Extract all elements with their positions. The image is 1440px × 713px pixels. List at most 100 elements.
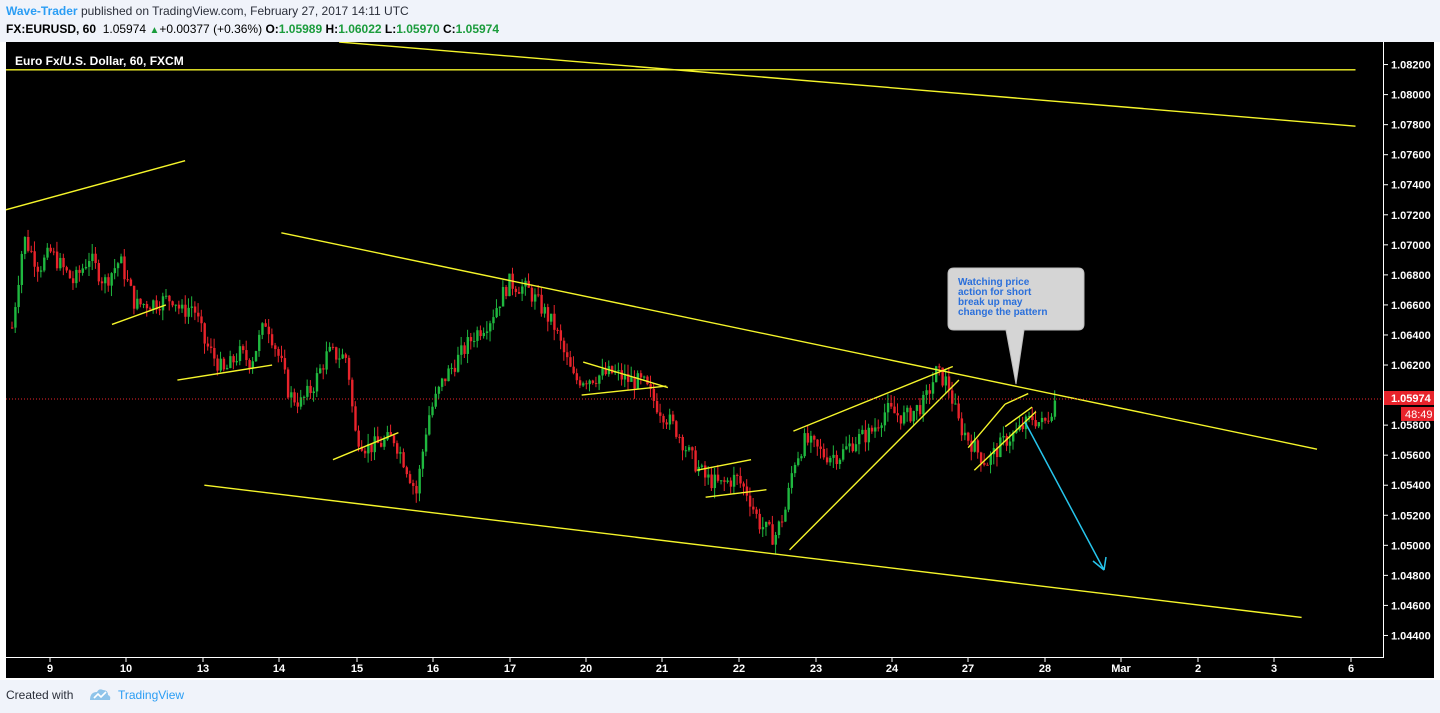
trendline[interactable]: [581, 385, 667, 396]
candle-body: [331, 346, 335, 348]
trendline[interactable]: [705, 489, 767, 498]
candle-body: [832, 454, 835, 458]
candle-body: [1053, 400, 1057, 417]
candle-body: [947, 376, 951, 391]
trendline[interactable]: [967, 403, 1006, 449]
trendline[interactable]: [973, 411, 1037, 471]
candle-body: [209, 346, 213, 348]
tradingview-link[interactable]: TradingView: [118, 688, 185, 702]
candle-body: [893, 406, 896, 414]
price-axis[interactable]: [1384, 42, 1434, 678]
candle-body: [643, 376, 646, 378]
candle-body: [521, 286, 524, 294]
price-chart[interactable]: 1.08200 1.08000 1.07800 1.07600 1.07400 1.072…: [6, 42, 1434, 678]
candle-body: [960, 418, 964, 436]
candle-body: [360, 446, 364, 451]
candle-body: [681, 436, 684, 451]
candle-body: [707, 474, 710, 478]
candle-body: [819, 446, 822, 449]
candle-body: [540, 294, 543, 314]
low-value: 1.05970: [396, 22, 440, 36]
candle-body: [39, 270, 43, 272]
candle-body: [764, 521, 768, 528]
candle-body: [383, 439, 386, 447]
tradingview-logo-icon[interactable]: [88, 686, 112, 704]
candle-body: [270, 334, 274, 346]
trendline[interactable]: [177, 364, 273, 381]
time-axis-ticks: 9 10 13 14 15 16 17 20 21 22 23 24 27 28 Mar 2 3 6: [47, 658, 1354, 675]
candle-body: [970, 440, 973, 452]
price-axis-ticks: 1.08200 1.08000 1.07800 1.07600 1.07400 1.072…: [1384, 60, 1431, 642]
candle-body: [800, 456, 803, 459]
trendlines: [6, 42, 1356, 619]
candle-body: [517, 292, 521, 294]
price-tick-label: 1.07200: [1391, 210, 1431, 222]
price-tick-label: 1.06200: [1391, 360, 1431, 372]
created-with-label: Created with: [6, 688, 74, 702]
candle-body: [556, 329, 559, 331]
candle-body: [816, 439, 819, 447]
candle-body: [322, 368, 325, 370]
candle-body: [341, 354, 344, 359]
candle-body: [784, 509, 787, 522]
candle-body: [258, 334, 261, 352]
price-tick-label: 1.04400: [1391, 630, 1431, 642]
chart-area[interactable]: 1.08200 1.08000 1.07800 1.07600 1.07400 1.072…: [6, 42, 1434, 678]
candle-body: [752, 506, 755, 510]
candle-body: [158, 309, 161, 311]
trendline[interactable]: [1004, 406, 1033, 428]
candle-body: [1040, 417, 1044, 423]
low-label: L:: [384, 22, 397, 36]
trendline[interactable]: [582, 361, 669, 389]
candle-body: [745, 486, 749, 496]
candle-body: [113, 268, 117, 274]
trendline[interactable]: [111, 304, 167, 326]
trendline[interactable]: [281, 232, 1318, 450]
candle-body: [803, 433, 806, 457]
time-tick-label: 16: [427, 663, 439, 675]
annotation-callout[interactable]: Watching price action for short break up…: [947, 267, 1085, 385]
candle-body: [203, 323, 206, 344]
candle-body: [139, 298, 142, 305]
price-tick-label: 1.05400: [1391, 480, 1431, 492]
candle-body: [723, 480, 726, 482]
time-axis[interactable]: [6, 658, 1434, 678]
candle-body: [476, 330, 479, 341]
candle-body: [492, 317, 495, 324]
candle-body: [20, 253, 24, 285]
time-tick-label: 23: [810, 663, 822, 675]
price-tick-label: 1.06600: [1391, 300, 1431, 312]
trendline[interactable]: [6, 160, 186, 211]
candle-body: [1012, 432, 1015, 442]
trendline[interactable]: [697, 458, 752, 471]
candle-body: [453, 367, 457, 372]
candle-body: [546, 307, 550, 322]
candle-body: [604, 368, 607, 375]
trendline[interactable]: [204, 484, 1302, 619]
time-tick-label: 10: [120, 663, 132, 675]
candle-body: [691, 447, 694, 451]
candle-body: [508, 273, 511, 297]
candle-body: [720, 480, 723, 482]
trendline[interactable]: [1004, 392, 1029, 405]
publish-text: published on TradingView.com, February 2…: [80, 4, 409, 18]
candle-body: [976, 440, 980, 453]
trendline[interactable]: [332, 431, 399, 461]
candle-body: [469, 337, 473, 342]
candle-body: [312, 391, 315, 394]
trendline[interactable]: [789, 379, 960, 551]
candle-body: [989, 454, 992, 465]
candle-body: [213, 347, 216, 359]
candle-body: [65, 267, 68, 271]
candle-body: [646, 376, 649, 385]
candle-body: [995, 448, 999, 458]
candle-body: [675, 421, 678, 437]
candle-body: [88, 260, 91, 267]
author-link[interactable]: Wave-Trader: [6, 4, 78, 18]
candle-body: [456, 354, 460, 372]
trendline[interactable]: [339, 42, 1356, 127]
candle-body: [918, 405, 922, 415]
candle-body: [639, 373, 643, 378]
candle-body: [973, 440, 976, 452]
candle-body: [967, 432, 970, 441]
